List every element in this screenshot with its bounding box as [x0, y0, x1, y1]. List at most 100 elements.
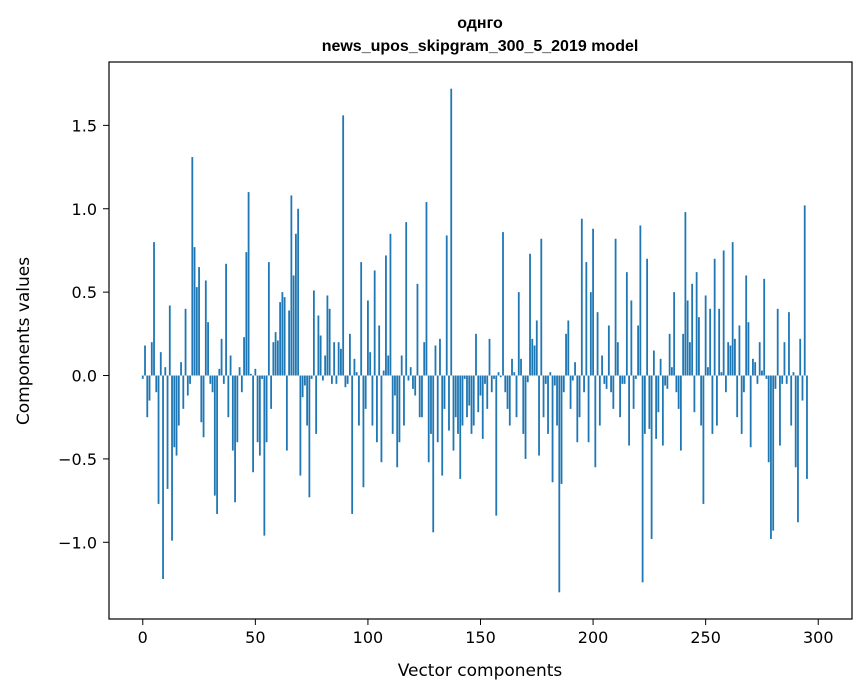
bar: [452, 375, 455, 451]
bar: [497, 372, 500, 376]
bar: [448, 375, 450, 431]
bar: [342, 115, 345, 376]
bar: [524, 375, 527, 459]
bar: [443, 375, 446, 409]
bar: [743, 375, 745, 393]
bar: [704, 295, 707, 376]
bar: [382, 370, 385, 376]
bar: [481, 375, 484, 439]
bar: [571, 375, 574, 381]
bar: [380, 375, 383, 463]
bar: [623, 375, 626, 384]
bar: [659, 358, 662, 376]
bar: [371, 375, 374, 426]
bar: [657, 375, 660, 413]
bar: [587, 375, 590, 443]
bar: [648, 375, 651, 429]
bar: [450, 88, 453, 376]
bar: [506, 375, 509, 409]
bar: [141, 375, 144, 379]
bar: [790, 375, 793, 426]
bar: [231, 375, 234, 451]
bar: [612, 375, 615, 409]
bar: [765, 375, 768, 379]
bar: [603, 375, 606, 384]
bar: [679, 375, 682, 451]
bar: [668, 333, 671, 376]
bar: [718, 308, 721, 376]
bar: [430, 375, 432, 434]
bar: [303, 375, 306, 386]
bar: [707, 367, 709, 376]
bar: [385, 255, 387, 376]
bar: [297, 208, 300, 376]
bar: [333, 342, 336, 376]
bar: [517, 292, 520, 376]
bar: [734, 338, 736, 376]
bar: [567, 320, 570, 376]
bar: [788, 312, 790, 376]
bar: [195, 287, 198, 376]
bar: [191, 157, 194, 376]
bar: [538, 375, 540, 456]
bar: [146, 375, 149, 418]
bar: [193, 247, 196, 376]
bar: [292, 275, 295, 376]
bar: [542, 375, 545, 418]
bar: [396, 375, 399, 468]
bar: [466, 375, 468, 418]
bar: [634, 375, 637, 379]
bar: [376, 375, 378, 443]
bar: [583, 375, 585, 393]
bar: [245, 252, 248, 376]
bar: [186, 375, 189, 396]
bar: [688, 342, 691, 376]
bar: [601, 355, 603, 376]
bar: [565, 333, 567, 376]
bar: [164, 367, 167, 376]
bar: [801, 375, 804, 401]
bar: [508, 375, 511, 426]
bar: [405, 222, 408, 376]
bar: [324, 355, 327, 376]
bar: [423, 342, 426, 376]
bar: [499, 375, 502, 378]
bar: [157, 375, 160, 504]
bar: [758, 342, 761, 376]
bar: [434, 345, 437, 376]
bar: [770, 375, 772, 539]
bar: [686, 300, 689, 376]
bar: [540, 238, 543, 376]
x-tick-label: 200: [578, 628, 609, 647]
chart-title-line2: news_upos_skipgram_300_5_2019 model: [322, 38, 639, 55]
bar: [711, 375, 714, 434]
bar: [763, 278, 766, 376]
bar: [709, 308, 712, 376]
bar: [387, 355, 390, 376]
bar: [378, 325, 381, 376]
bar: [513, 372, 516, 376]
x-tick-label: 150: [465, 628, 496, 647]
bar: [409, 367, 412, 376]
x-tick-label: 100: [353, 628, 384, 647]
bar: [229, 355, 232, 376]
y-tick-label: 1.5: [72, 116, 97, 135]
bar: [637, 325, 640, 376]
bar: [243, 337, 245, 376]
bar: [646, 258, 649, 376]
bar: [294, 233, 297, 376]
bar: [515, 375, 518, 418]
bar: [340, 348, 342, 376]
bar: [684, 212, 687, 376]
bar: [236, 375, 239, 443]
bar: [349, 333, 351, 376]
bar: [227, 375, 230, 418]
bar: [639, 225, 642, 376]
bar: [461, 375, 464, 426]
bar: [556, 375, 558, 426]
bar: [772, 375, 775, 531]
bar: [713, 258, 716, 376]
y-tick-label: 0.0: [72, 367, 97, 386]
bar: [547, 375, 549, 434]
bar: [209, 375, 212, 384]
